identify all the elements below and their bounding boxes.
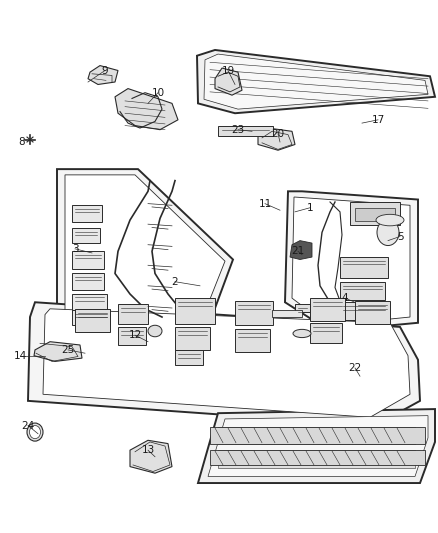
Text: 22: 22 <box>348 363 362 373</box>
Bar <box>72 251 104 269</box>
Polygon shape <box>292 197 410 325</box>
Polygon shape <box>65 175 225 329</box>
Polygon shape <box>208 416 428 477</box>
Polygon shape <box>34 342 82 361</box>
Polygon shape <box>130 440 172 473</box>
Polygon shape <box>285 191 418 331</box>
Ellipse shape <box>376 214 404 226</box>
Ellipse shape <box>27 423 43 441</box>
Bar <box>310 323 342 343</box>
Bar <box>210 450 425 465</box>
Polygon shape <box>204 54 428 109</box>
Text: 13: 13 <box>141 445 155 455</box>
Bar <box>210 427 425 443</box>
Polygon shape <box>115 88 178 130</box>
Text: 21: 21 <box>291 246 304 256</box>
Polygon shape <box>57 169 233 335</box>
Polygon shape <box>218 438 415 443</box>
Polygon shape <box>198 409 435 483</box>
Text: 23: 23 <box>231 125 245 135</box>
Bar <box>175 327 210 350</box>
Text: 2: 2 <box>172 277 178 287</box>
Bar <box>340 302 388 320</box>
Text: 14: 14 <box>14 351 27 361</box>
Bar <box>72 310 110 325</box>
Text: 8: 8 <box>19 137 25 147</box>
Bar <box>72 228 100 243</box>
Bar <box>355 208 395 221</box>
Bar <box>310 298 345 321</box>
Ellipse shape <box>293 329 311 337</box>
Polygon shape <box>197 50 435 113</box>
Polygon shape <box>290 240 312 260</box>
Bar <box>340 282 385 300</box>
Text: 11: 11 <box>258 199 272 208</box>
Bar <box>218 126 273 136</box>
Bar <box>272 310 302 317</box>
Text: 10: 10 <box>152 88 165 98</box>
Bar <box>355 301 390 324</box>
Text: 24: 24 <box>21 421 35 431</box>
Polygon shape <box>258 128 295 150</box>
Bar <box>295 304 310 312</box>
Polygon shape <box>43 309 410 417</box>
Polygon shape <box>88 66 118 84</box>
Bar <box>350 202 400 225</box>
Bar <box>72 294 107 312</box>
Text: 5: 5 <box>397 231 403 241</box>
Bar <box>75 309 110 332</box>
Bar <box>175 298 215 325</box>
Polygon shape <box>218 450 415 457</box>
Bar <box>235 301 273 325</box>
Text: 1: 1 <box>307 203 313 213</box>
Text: 3: 3 <box>72 244 78 254</box>
Bar <box>118 327 146 345</box>
Polygon shape <box>28 302 420 425</box>
Text: 4: 4 <box>342 293 348 303</box>
Ellipse shape <box>29 425 40 439</box>
Text: 19: 19 <box>221 66 235 76</box>
Text: 12: 12 <box>128 330 141 340</box>
Ellipse shape <box>377 219 399 246</box>
Text: 25: 25 <box>61 345 74 355</box>
Text: 9: 9 <box>102 66 108 76</box>
Bar <box>340 257 388 278</box>
Bar <box>72 273 104 290</box>
Polygon shape <box>218 463 415 469</box>
Polygon shape <box>218 427 415 434</box>
Bar <box>72 205 102 222</box>
Bar <box>175 350 203 365</box>
Text: 17: 17 <box>371 115 385 125</box>
Bar <box>235 328 270 352</box>
Bar <box>118 304 148 325</box>
Text: 20: 20 <box>272 129 285 139</box>
Polygon shape <box>215 68 242 95</box>
Ellipse shape <box>148 325 162 337</box>
